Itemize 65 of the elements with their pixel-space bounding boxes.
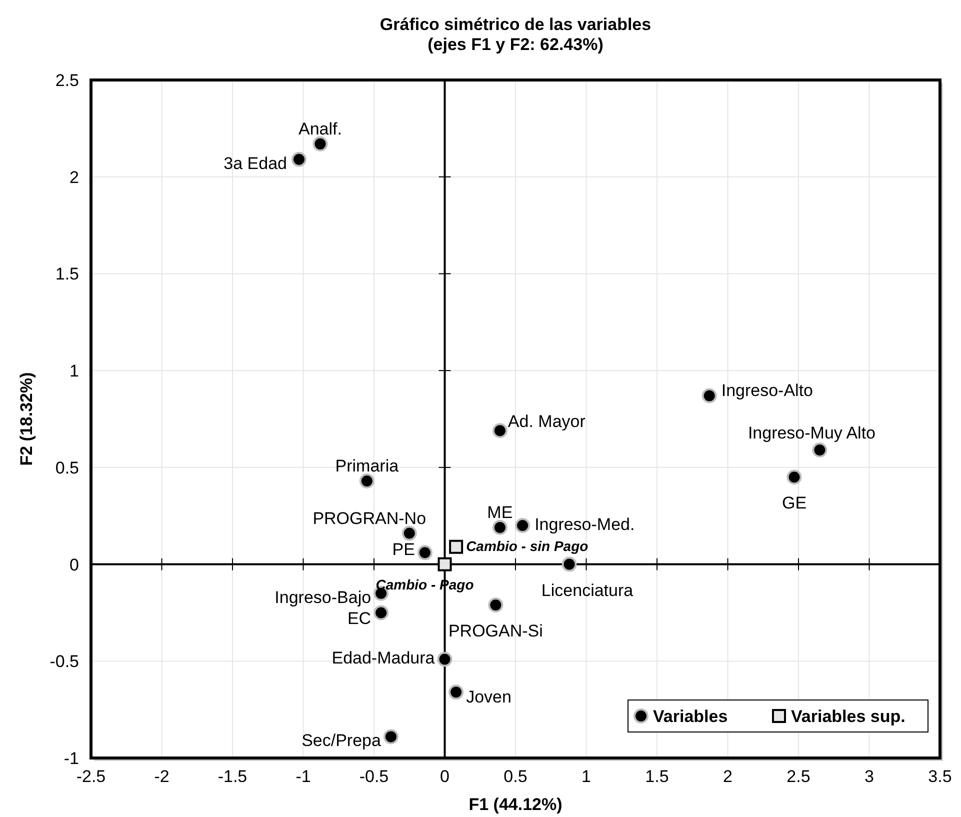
x-tick-label: 0.5	[504, 767, 528, 786]
point	[359, 473, 374, 488]
point	[812, 442, 828, 458]
point	[374, 605, 389, 620]
legend-label: Variables	[653, 707, 728, 726]
chart-subtitle: (ejes F1 y F2: 62.43%)	[428, 35, 604, 54]
annotation: Edad-Madura	[332, 648, 436, 668]
x-tick-label: 2	[723, 767, 732, 786]
x-tick-label: -2.5	[76, 767, 106, 786]
annotation: EC	[347, 609, 372, 628]
chart-title: Gráfico simétrico de las variables	[380, 15, 652, 34]
annotation: Ingreso-Alto	[721, 381, 814, 400]
point	[312, 136, 328, 152]
x-tick-label: 2.5	[786, 767, 810, 786]
annotation: Joven	[466, 688, 512, 707]
annotation: Primaria	[335, 456, 400, 476]
annotation: Licenciatura	[541, 580, 634, 600]
point	[786, 470, 802, 485]
x-tick-label: -1.5	[218, 767, 248, 786]
x-tick-label: 0	[440, 767, 450, 786]
y-tick-label: 2	[70, 168, 79, 187]
annotation: Sec/Prepa	[302, 731, 382, 750]
x-axis-title: F1 (44.12%)	[468, 795, 562, 814]
point	[702, 388, 717, 404]
point	[383, 729, 398, 744]
annotation: Cambio - sin Pago	[466, 538, 589, 554]
annotation: 3a Edad	[224, 154, 288, 173]
point	[562, 556, 577, 572]
annotation: GE	[782, 494, 807, 513]
x-tick-label: -2	[154, 767, 170, 786]
point	[437, 652, 452, 667]
legend-label: Variables sup.	[791, 707, 906, 726]
point	[417, 545, 432, 560]
y-tick-label: 2.5	[55, 71, 79, 90]
y-tick-label: 0.5	[55, 458, 79, 478]
y-axis-title: F2 (18.32%)	[17, 372, 36, 466]
point	[515, 518, 530, 534]
point	[448, 684, 464, 700]
point	[492, 520, 508, 535]
x-tick-label: 3	[864, 767, 874, 786]
y-tick-label: 1	[70, 362, 79, 381]
annotation: Ingreso-Med.	[534, 515, 635, 534]
point	[402, 526, 417, 541]
annotation: Ingreso-Muy Alto	[748, 423, 876, 442]
annotation: Analf.	[298, 119, 342, 138]
point	[449, 540, 464, 554]
x-tick-label: -0.5	[359, 767, 389, 786]
y-tick-label: -1	[64, 749, 79, 768]
point	[292, 152, 307, 167]
y-tick-label: 0	[70, 555, 79, 574]
annotation: PROGRAN-No	[312, 508, 426, 528]
x-tick-label: 1.5	[645, 767, 669, 786]
annotation: Ad. Mayor	[508, 412, 586, 432]
annotation: PROGAN-Si	[448, 621, 543, 640]
y-tick-label: 1.5	[55, 264, 79, 284]
point	[492, 423, 508, 438]
annotation: ME	[487, 502, 513, 522]
y-tick-label: -0.5	[50, 652, 79, 672]
x-tick-label: 3.5	[928, 767, 952, 786]
annotation: PE	[392, 540, 415, 560]
point	[488, 597, 504, 612]
point	[438, 557, 452, 572]
x-tick-label: -1	[296, 767, 311, 786]
annotation: Ingreso-Bajo	[274, 588, 372, 607]
x-tick-label: 1	[582, 767, 591, 786]
